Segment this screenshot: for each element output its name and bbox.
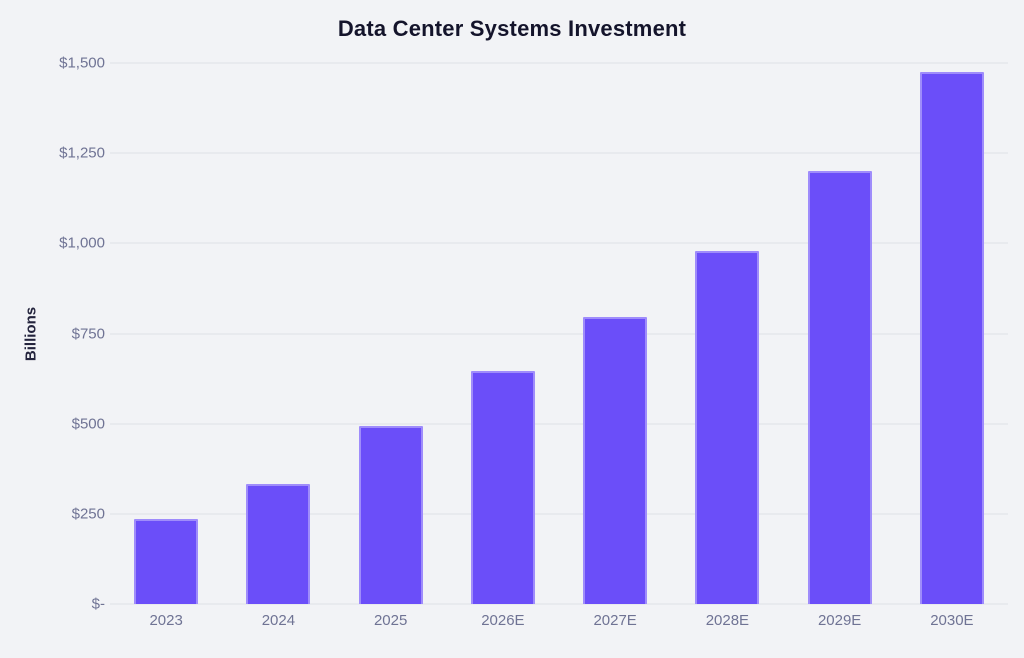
bar-cell-2030e <box>896 63 1008 604</box>
bar-2025 <box>358 425 423 604</box>
bar-2024 <box>246 483 311 604</box>
gridline <box>110 603 1008 605</box>
bar-cell-2023 <box>110 63 222 604</box>
x-tick-label-2028e: 2028E <box>705 612 750 629</box>
bar-cell-2026e <box>447 63 559 604</box>
gridline <box>110 333 1008 334</box>
x-tick-label-2025: 2025 <box>373 612 408 629</box>
y-tick-label: $1,500 <box>59 54 105 72</box>
bar-2028e <box>695 250 760 604</box>
y-tick-label: $- <box>91 595 105 613</box>
gridline <box>110 513 1008 515</box>
x-tick-label-2030e: 2030E <box>930 612 974 629</box>
y-tick-label: $1,000 <box>59 234 105 252</box>
bar-cell-2027e <box>559 63 671 604</box>
y-tick-label: $1,250 <box>59 144 105 162</box>
plot-area <box>110 62 1008 605</box>
x-axis-ticks: 2023 2024 2025 2026E 2027E 2028E 2029E 2030E <box>110 612 1008 629</box>
bar-2027e <box>583 316 648 604</box>
bar-2023 <box>134 518 199 604</box>
bar-cell-2024 <box>222 63 334 604</box>
bar-cell-2028e <box>671 63 783 604</box>
bar-cell-2029e <box>784 63 896 604</box>
gridline <box>110 423 1008 425</box>
bar-2029e <box>807 171 872 604</box>
x-tick-label-2027e: 2027E <box>593 612 637 629</box>
y-tick-label: $500 <box>71 415 105 433</box>
gridlines <box>110 62 1008 605</box>
y-tick-label: $750 <box>71 325 105 342</box>
bar-2030e <box>919 72 984 604</box>
y-tick-label: $250 <box>71 505 105 523</box>
bar-2026e <box>470 370 535 604</box>
x-tick-label-2029e: 2029E <box>817 612 862 629</box>
chart-title: Data Center Systems Investment <box>337 16 687 41</box>
gridline <box>110 242 1008 244</box>
gridline <box>110 152 1008 154</box>
bar-cell-2025 <box>335 63 447 604</box>
x-tick-label-2024: 2024 <box>261 612 296 629</box>
x-tick-label-2026e: 2026E <box>481 612 525 629</box>
bar-series <box>110 63 1008 604</box>
x-tick-label-2023: 2023 <box>149 612 183 629</box>
gridline <box>110 62 1008 64</box>
y-axis-label: Billions <box>22 306 40 362</box>
